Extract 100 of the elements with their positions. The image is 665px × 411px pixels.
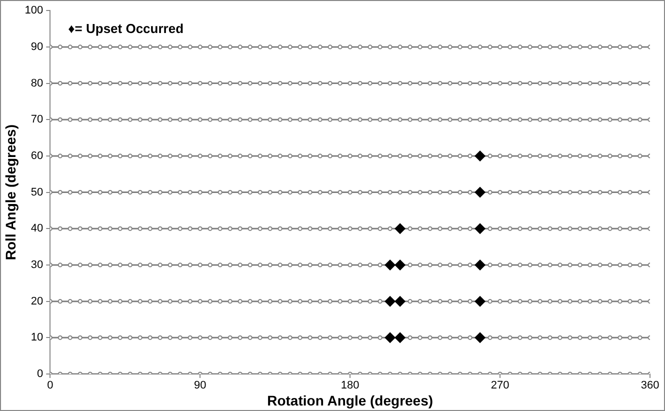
point bbox=[528, 226, 532, 231]
point bbox=[348, 190, 352, 195]
point bbox=[218, 299, 222, 304]
x-tick-label: 360 bbox=[640, 380, 660, 392]
point bbox=[538, 262, 542, 268]
point bbox=[578, 335, 582, 340]
point bbox=[448, 299, 452, 304]
point bbox=[628, 262, 632, 268]
point bbox=[378, 190, 382, 195]
point bbox=[118, 226, 122, 231]
point bbox=[218, 190, 222, 195]
point bbox=[438, 190, 442, 195]
point bbox=[568, 190, 572, 195]
point bbox=[368, 154, 372, 158]
point bbox=[258, 299, 262, 304]
point bbox=[618, 154, 622, 158]
point bbox=[408, 335, 412, 340]
point bbox=[384, 296, 396, 307]
point bbox=[208, 190, 212, 195]
point bbox=[98, 226, 102, 231]
point bbox=[198, 226, 202, 231]
point bbox=[558, 262, 562, 268]
point bbox=[288, 226, 292, 231]
point bbox=[158, 299, 162, 304]
point bbox=[548, 335, 552, 340]
point bbox=[438, 335, 442, 340]
point bbox=[408, 154, 412, 158]
point bbox=[258, 226, 262, 231]
point bbox=[348, 335, 352, 340]
point bbox=[118, 190, 122, 195]
point bbox=[318, 299, 322, 304]
point bbox=[238, 299, 242, 304]
point bbox=[628, 190, 632, 195]
point bbox=[548, 299, 552, 304]
point bbox=[118, 335, 122, 340]
point bbox=[168, 154, 172, 158]
point bbox=[388, 226, 392, 231]
point bbox=[168, 226, 172, 231]
point bbox=[488, 226, 492, 231]
point bbox=[358, 154, 362, 158]
point bbox=[168, 190, 172, 195]
point bbox=[384, 259, 396, 270]
point bbox=[468, 299, 472, 304]
point bbox=[118, 262, 122, 268]
point bbox=[178, 335, 182, 340]
point bbox=[588, 154, 592, 158]
point bbox=[358, 299, 362, 304]
point bbox=[268, 262, 272, 268]
point bbox=[518, 335, 522, 340]
point bbox=[418, 299, 422, 304]
point bbox=[68, 190, 72, 195]
point bbox=[158, 226, 162, 231]
point bbox=[618, 335, 622, 340]
point bbox=[258, 335, 262, 340]
point bbox=[628, 226, 632, 231]
point bbox=[318, 262, 322, 268]
point bbox=[88, 190, 92, 195]
point bbox=[638, 335, 642, 340]
point bbox=[448, 226, 452, 231]
point bbox=[448, 154, 452, 158]
point bbox=[318, 154, 322, 158]
point bbox=[388, 154, 392, 158]
point bbox=[588, 190, 592, 195]
point bbox=[98, 262, 102, 268]
point bbox=[78, 262, 82, 268]
y-tick-label: 100 bbox=[24, 4, 44, 17]
point bbox=[208, 335, 212, 340]
point bbox=[348, 226, 352, 231]
point bbox=[98, 190, 102, 195]
point bbox=[428, 299, 432, 304]
point bbox=[458, 154, 462, 158]
point bbox=[208, 299, 212, 304]
point bbox=[308, 262, 312, 268]
point bbox=[58, 154, 62, 158]
point bbox=[268, 299, 272, 304]
point bbox=[208, 154, 212, 158]
point bbox=[528, 190, 532, 195]
point bbox=[78, 226, 82, 231]
point bbox=[358, 335, 362, 340]
point bbox=[148, 262, 152, 268]
point bbox=[268, 190, 272, 195]
point bbox=[408, 226, 412, 231]
y-tick-label: 60 bbox=[30, 150, 44, 162]
point bbox=[148, 154, 152, 158]
point bbox=[278, 299, 282, 304]
point bbox=[394, 296, 406, 307]
point bbox=[328, 299, 332, 304]
point bbox=[128, 299, 132, 304]
point bbox=[608, 154, 612, 158]
point bbox=[88, 262, 92, 268]
point bbox=[198, 335, 202, 340]
point bbox=[138, 226, 142, 231]
point bbox=[548, 190, 552, 195]
point bbox=[378, 299, 382, 304]
point bbox=[448, 335, 452, 340]
point bbox=[458, 335, 462, 340]
y-axis-title: Roll Angle (degrees) bbox=[2, 124, 18, 260]
x-tick-label: 0 bbox=[47, 380, 54, 392]
point bbox=[408, 190, 412, 195]
point bbox=[328, 335, 332, 340]
